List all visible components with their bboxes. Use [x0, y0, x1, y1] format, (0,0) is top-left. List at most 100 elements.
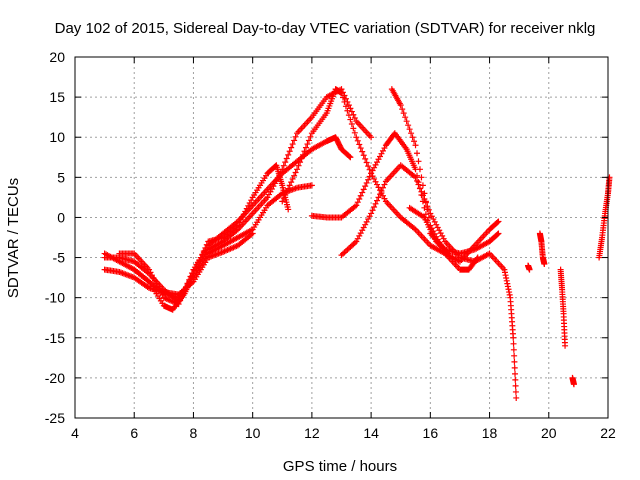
data-point — [305, 137, 312, 144]
data-point — [302, 144, 309, 151]
data-point — [369, 207, 376, 214]
data-point — [356, 141, 363, 148]
x-tick-label: 16 — [423, 425, 439, 441]
data-point — [419, 182, 426, 189]
data-point — [416, 166, 423, 173]
data-point — [494, 231, 501, 238]
data-point — [365, 163, 372, 170]
data-point — [297, 159, 304, 166]
data-point — [347, 154, 354, 161]
data-point — [307, 133, 314, 140]
data-point — [376, 191, 383, 198]
data-point — [371, 204, 378, 211]
data-point — [308, 182, 315, 189]
data-point — [365, 176, 372, 183]
y-tick-label: 0 — [57, 209, 65, 225]
data-point — [280, 195, 287, 202]
data-point — [294, 166, 301, 173]
data-point — [279, 198, 286, 205]
data-point — [348, 120, 355, 127]
data-point — [402, 114, 409, 121]
data-point — [360, 186, 367, 193]
data-point — [526, 266, 533, 273]
x-tick-label: 12 — [304, 425, 320, 441]
data-point — [283, 188, 290, 195]
x-tick-label: 22 — [600, 425, 616, 441]
data-point — [415, 181, 422, 188]
x-tick-label: 4 — [71, 425, 79, 441]
data-point — [354, 137, 361, 144]
data-point — [291, 137, 298, 144]
data-point — [374, 197, 381, 204]
data-point — [353, 134, 360, 141]
data-point — [368, 210, 375, 217]
data-point — [288, 179, 295, 186]
data-point — [356, 195, 363, 202]
data-point — [378, 187, 385, 194]
data-point — [379, 184, 386, 191]
y-tick-label: -5 — [53, 250, 66, 266]
data-point — [353, 202, 360, 209]
y-tick-label: 10 — [49, 129, 65, 145]
data-point — [366, 166, 373, 173]
data-point — [512, 382, 519, 389]
data-point — [285, 151, 292, 158]
data-point — [405, 122, 412, 129]
data-point — [570, 381, 577, 388]
data-point — [282, 159, 289, 166]
data-point — [366, 173, 373, 180]
y-tick-label: -15 — [45, 330, 65, 346]
data-point — [414, 150, 421, 157]
data-point — [345, 102, 352, 109]
data-point — [288, 144, 295, 151]
data-point — [300, 151, 307, 158]
x-tick-label: 20 — [541, 425, 557, 441]
data-point — [286, 182, 293, 189]
data-point — [357, 192, 364, 199]
data-point — [362, 183, 369, 190]
data-point — [363, 159, 370, 166]
x-tick-label: 14 — [363, 425, 379, 441]
data-point — [416, 185, 423, 192]
data-point — [494, 219, 501, 226]
data-point — [474, 254, 481, 261]
data-point — [443, 249, 450, 256]
y-tick-label: -20 — [45, 370, 65, 386]
data-point — [512, 388, 519, 395]
series-arc-12 — [536, 230, 548, 267]
data-point — [409, 134, 416, 141]
x-tick-label: 10 — [245, 425, 261, 441]
data-point — [280, 162, 287, 169]
y-tick-label: 5 — [57, 169, 65, 185]
data-point — [412, 174, 419, 181]
data-point — [445, 250, 452, 257]
data-point — [414, 177, 421, 184]
data-point — [424, 206, 431, 213]
data-point — [342, 95, 349, 102]
data-point — [286, 148, 293, 155]
data-point — [289, 175, 296, 182]
plot-frame — [74, 56, 609, 419]
data-point — [510, 340, 517, 347]
data-point — [347, 116, 354, 123]
data-point — [362, 155, 369, 162]
series-arc-6 — [279, 86, 502, 265]
data-point — [375, 194, 382, 201]
series-arc-5 — [131, 86, 375, 313]
data-point — [473, 255, 480, 262]
data-point — [279, 166, 286, 173]
data-point — [368, 134, 375, 141]
data-point — [283, 155, 290, 162]
data-point — [511, 358, 518, 365]
data-point — [351, 114, 358, 121]
data-point — [292, 169, 299, 176]
tick-labels: 4 6 8 10 12 14 16 18 20 22 -25 -20 -15 -10 -5 0 5 10 15 20 — [45, 49, 616, 441]
data-point — [372, 200, 379, 207]
data-point — [346, 153, 353, 160]
data-point — [289, 141, 296, 148]
data-point — [562, 342, 569, 349]
data-point — [351, 129, 358, 136]
data-point — [342, 103, 349, 110]
